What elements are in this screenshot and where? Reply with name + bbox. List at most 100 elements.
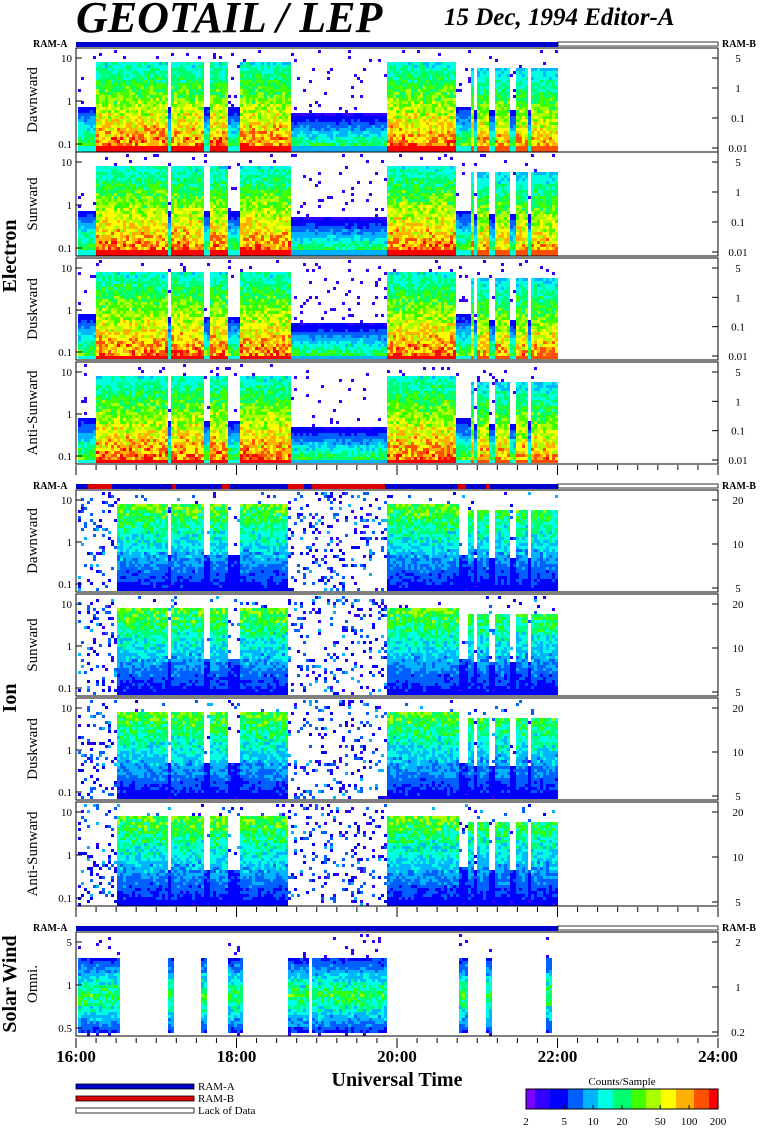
- right-tick-label: 5: [735, 53, 741, 65]
- right-tick-label: 0.01: [728, 455, 747, 467]
- mode-bar-2: RAM-A RAM-B: [33, 923, 756, 934]
- panel-frame: [75, 697, 719, 801]
- group-label: Solar Wind: [0, 935, 21, 1032]
- left-tick-label: 0.5: [58, 1023, 72, 1035]
- x-tick-label: 18:00: [217, 1047, 257, 1066]
- x-tick-label: 20:00: [377, 1047, 417, 1066]
- left-tick-label: 0.1: [58, 787, 72, 799]
- left-tick-label: 10: [61, 599, 73, 611]
- colorbar-tick-label: 5: [561, 1116, 567, 1128]
- panel-0: 10 1 0.1 5 1 0.1 0.01 Dawnward: [25, 47, 748, 155]
- group-label: Electron: [0, 220, 21, 293]
- left-tick-label: 10: [61, 807, 73, 819]
- panel-8: 5 1 0.5 2 1 0.2 Omni.: [25, 931, 745, 1039]
- colorbar-tick-label: 100: [681, 1116, 698, 1128]
- colorbar-tick-label: 50: [655, 1116, 667, 1128]
- panel-7: 10 1 0.1 20 10 5 Anti-Sunward: [25, 801, 745, 909]
- panel-label: Duskward: [25, 718, 41, 780]
- legend-label: Lack of Data: [198, 1105, 256, 1117]
- right-tick-label: 1: [735, 187, 741, 199]
- left-tick-label: 10: [61, 263, 73, 275]
- colorbar-title: Counts/Sample: [588, 1076, 655, 1088]
- panel-4: 10 1 0.1 20 10 5 Dawnward: [25, 489, 745, 595]
- mode-bar-ram-b: [458, 484, 466, 489]
- right-tick-label: 10: [733, 539, 745, 551]
- mode-bar-right-label: RAM-B: [722, 481, 756, 492]
- panel-1: 10 1 0.1 5 1 0.1 0.01 Sunward: [25, 151, 748, 259]
- right-tick-label: 5: [735, 791, 741, 803]
- panel-frame: [75, 361, 719, 465]
- right-tick-label: 0.1: [731, 322, 745, 334]
- left-tick-label: 1: [67, 96, 73, 108]
- panel-label: Duskward: [25, 278, 41, 340]
- x-tick-label: 16:00: [56, 1047, 96, 1066]
- legend-swatch: [75, 1107, 195, 1114]
- right-tick-label: 2: [735, 937, 741, 949]
- right-tick-label: 5: [735, 157, 741, 169]
- right-tick-label: 0.01: [728, 351, 747, 363]
- panel-label: Dawnward: [25, 508, 41, 574]
- right-tick-label: 5: [735, 687, 741, 699]
- mode-bar-right-label: RAM-B: [722, 923, 756, 934]
- colorbar-tick-label: 10: [588, 1116, 600, 1128]
- panel-2: 10 1 0.1 5 1 0.1 0.01 Duskward: [25, 257, 748, 363]
- left-tick-label: 1: [67, 980, 73, 992]
- right-tick-label: 10: [733, 852, 745, 864]
- right-tick-label: 20: [733, 495, 745, 507]
- left-tick-label: 10: [61, 157, 73, 169]
- time-tick-row-2: [75, 1038, 719, 1048]
- legend-swatch: [75, 1083, 195, 1090]
- group-label: Ion: [0, 684, 21, 713]
- right-tick-label: 1: [735, 83, 741, 95]
- colorbar: Counts/Sample 2 5 10 20 50 100 200: [523, 1076, 727, 1128]
- legend-swatch: [75, 1095, 195, 1102]
- panel-frame: [75, 801, 719, 907]
- left-tick-label: 1: [67, 200, 73, 212]
- colorbar-tick-label: 2: [523, 1116, 529, 1128]
- left-tick-label: 1: [67, 850, 73, 862]
- mode-bar-right-label: RAM-B: [722, 39, 756, 50]
- panel-5: 10 1 0.1 20 10 5 Sunward: [25, 593, 745, 699]
- mode-bar-lack-of-data: [557, 925, 719, 931]
- right-tick-label: 20: [733, 807, 745, 819]
- mode-bar-ram-b: [288, 484, 304, 489]
- left-tick-label: 1: [67, 641, 73, 653]
- mode-bar-ram-b: [486, 484, 490, 489]
- left-tick-label: 0.1: [58, 579, 72, 591]
- left-tick-label: 0.1: [58, 893, 72, 905]
- right-tick-label: 5: [735, 263, 741, 275]
- right-tick-label: 0.1: [731, 113, 745, 125]
- left-tick-label: 0.1: [58, 139, 72, 151]
- mode-bar-ram-b: [222, 484, 230, 489]
- panel-label: Anti-Sunward: [25, 370, 41, 455]
- legend-label: RAM-B: [198, 1093, 234, 1105]
- mode-bar-ram-b: [88, 484, 112, 489]
- panel-frame: [75, 489, 719, 593]
- right-tick-label: 0.01: [728, 143, 747, 155]
- left-tick-label: 10: [61, 495, 73, 507]
- right-tick-label: 1: [735, 396, 741, 408]
- time-tick-row-0: [75, 465, 719, 475]
- panel-3: 10 1 0.1 5 1 0.1 0.01 Anti-Sunward: [25, 361, 748, 467]
- right-tick-label: 1: [735, 982, 741, 994]
- left-tick-label: 0.1: [58, 243, 72, 255]
- right-tick-label: 10: [733, 747, 745, 759]
- left-tick-label: 0.1: [58, 451, 72, 463]
- panel-6: 10 1 0.1 20 10 5 Duskward: [25, 697, 745, 803]
- left-tick-label: 0.1: [58, 683, 72, 695]
- chart-title: GEOTAIL / LEP: [76, 0, 382, 43]
- right-tick-label: 0.1: [731, 426, 745, 438]
- right-tick-label: 10: [733, 643, 745, 655]
- mode-bar-left-label: RAM-A: [33, 923, 68, 934]
- left-tick-label: 1: [67, 745, 73, 757]
- left-tick-label: 1: [67, 409, 73, 421]
- mode-bar-ram-b: [172, 484, 176, 489]
- right-tick-label: 1: [735, 292, 741, 304]
- mode-bar-0: RAM-A RAM-B: [33, 39, 756, 50]
- left-tick-label: 10: [61, 703, 73, 715]
- mode-bar-ram-a: [76, 926, 558, 931]
- mode-bar-1: RAM-A RAM-B: [33, 481, 756, 492]
- left-tick-label: 1: [67, 305, 73, 317]
